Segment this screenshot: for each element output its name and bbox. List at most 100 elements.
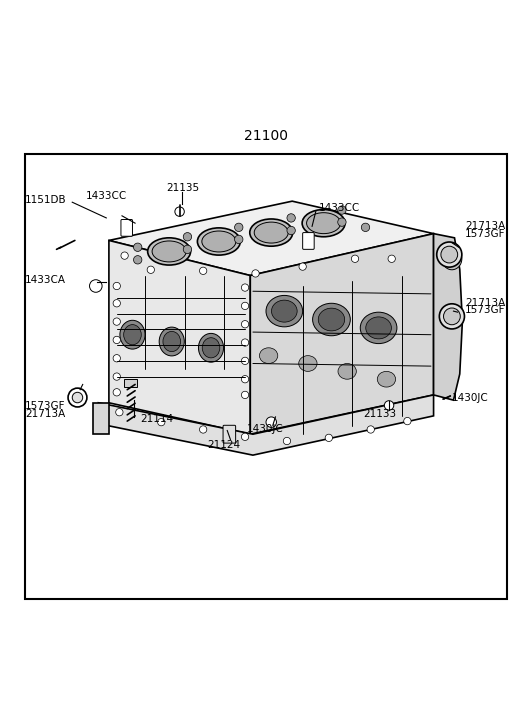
Circle shape bbox=[351, 255, 359, 262]
Text: 1573GF: 1573GF bbox=[465, 305, 505, 315]
Circle shape bbox=[242, 321, 249, 328]
FancyBboxPatch shape bbox=[223, 425, 236, 443]
Ellipse shape bbox=[250, 219, 293, 246]
Circle shape bbox=[404, 417, 411, 425]
Ellipse shape bbox=[123, 325, 142, 345]
Circle shape bbox=[441, 246, 458, 263]
Circle shape bbox=[157, 419, 165, 426]
Ellipse shape bbox=[152, 241, 186, 262]
Circle shape bbox=[444, 308, 460, 325]
Circle shape bbox=[439, 304, 464, 329]
Text: 1151DB: 1151DB bbox=[25, 195, 66, 205]
Polygon shape bbox=[93, 403, 109, 434]
Ellipse shape bbox=[120, 321, 145, 349]
Circle shape bbox=[183, 245, 192, 254]
Circle shape bbox=[200, 267, 207, 275]
Polygon shape bbox=[434, 233, 462, 400]
Ellipse shape bbox=[198, 334, 223, 362]
Ellipse shape bbox=[338, 364, 356, 379]
FancyBboxPatch shape bbox=[303, 233, 314, 249]
Text: 21124: 21124 bbox=[207, 440, 240, 450]
Ellipse shape bbox=[266, 295, 303, 327]
Circle shape bbox=[242, 284, 249, 292]
Circle shape bbox=[200, 426, 207, 433]
Circle shape bbox=[134, 243, 142, 252]
Circle shape bbox=[115, 409, 123, 416]
Text: 21133: 21133 bbox=[363, 409, 397, 419]
Circle shape bbox=[299, 263, 306, 270]
Text: 21713A: 21713A bbox=[25, 409, 65, 419]
Ellipse shape bbox=[254, 222, 288, 243]
Ellipse shape bbox=[148, 238, 190, 265]
Circle shape bbox=[242, 302, 249, 310]
Ellipse shape bbox=[159, 327, 184, 356]
Circle shape bbox=[235, 223, 243, 231]
Circle shape bbox=[147, 266, 154, 273]
Circle shape bbox=[242, 391, 249, 398]
Circle shape bbox=[287, 226, 295, 235]
Circle shape bbox=[113, 318, 120, 325]
Polygon shape bbox=[109, 201, 434, 276]
Polygon shape bbox=[109, 241, 250, 434]
Circle shape bbox=[121, 252, 128, 260]
Text: 1573GF: 1573GF bbox=[25, 401, 65, 411]
Circle shape bbox=[325, 434, 332, 441]
Ellipse shape bbox=[366, 317, 392, 339]
Circle shape bbox=[183, 233, 192, 241]
Circle shape bbox=[113, 355, 120, 362]
Circle shape bbox=[242, 433, 249, 441]
Circle shape bbox=[287, 214, 295, 222]
Circle shape bbox=[338, 218, 346, 226]
Circle shape bbox=[283, 438, 290, 445]
Ellipse shape bbox=[260, 348, 278, 364]
Circle shape bbox=[266, 417, 277, 427]
Ellipse shape bbox=[313, 303, 350, 336]
Circle shape bbox=[175, 207, 184, 217]
Circle shape bbox=[252, 270, 259, 277]
Ellipse shape bbox=[318, 308, 345, 331]
Circle shape bbox=[388, 255, 395, 262]
Circle shape bbox=[242, 339, 249, 346]
Ellipse shape bbox=[360, 312, 397, 344]
Text: 1433CC: 1433CC bbox=[318, 204, 360, 214]
Circle shape bbox=[384, 401, 394, 410]
Text: 21135: 21135 bbox=[167, 182, 200, 193]
Circle shape bbox=[437, 242, 462, 267]
Text: 21114: 21114 bbox=[140, 414, 173, 424]
Circle shape bbox=[68, 388, 87, 407]
Circle shape bbox=[338, 206, 346, 214]
Circle shape bbox=[242, 357, 249, 364]
Text: 1433CC: 1433CC bbox=[85, 191, 127, 201]
Circle shape bbox=[113, 389, 120, 396]
Circle shape bbox=[361, 223, 370, 231]
Polygon shape bbox=[98, 395, 434, 455]
Ellipse shape bbox=[377, 371, 396, 387]
Text: 1573GF: 1573GF bbox=[465, 228, 505, 238]
Text: 21100: 21100 bbox=[244, 129, 288, 142]
Circle shape bbox=[134, 256, 142, 264]
Ellipse shape bbox=[202, 231, 236, 252]
Text: 1430JC: 1430JC bbox=[452, 393, 489, 403]
Circle shape bbox=[235, 236, 243, 244]
Circle shape bbox=[113, 337, 120, 344]
Text: 21713A: 21713A bbox=[465, 298, 505, 308]
Ellipse shape bbox=[306, 213, 340, 233]
Ellipse shape bbox=[271, 300, 297, 322]
Circle shape bbox=[89, 280, 102, 292]
Ellipse shape bbox=[163, 332, 180, 352]
Ellipse shape bbox=[302, 209, 345, 237]
Text: 21713A: 21713A bbox=[465, 221, 505, 231]
Circle shape bbox=[72, 393, 82, 403]
Circle shape bbox=[367, 426, 375, 433]
Polygon shape bbox=[250, 233, 434, 434]
Ellipse shape bbox=[442, 248, 462, 270]
Circle shape bbox=[242, 376, 249, 383]
Text: 1433CA: 1433CA bbox=[25, 275, 66, 285]
FancyBboxPatch shape bbox=[121, 220, 132, 236]
Ellipse shape bbox=[442, 305, 462, 327]
FancyBboxPatch shape bbox=[123, 379, 137, 387]
Circle shape bbox=[113, 282, 120, 289]
Ellipse shape bbox=[197, 228, 240, 255]
Ellipse shape bbox=[202, 338, 220, 358]
Ellipse shape bbox=[299, 356, 317, 371]
